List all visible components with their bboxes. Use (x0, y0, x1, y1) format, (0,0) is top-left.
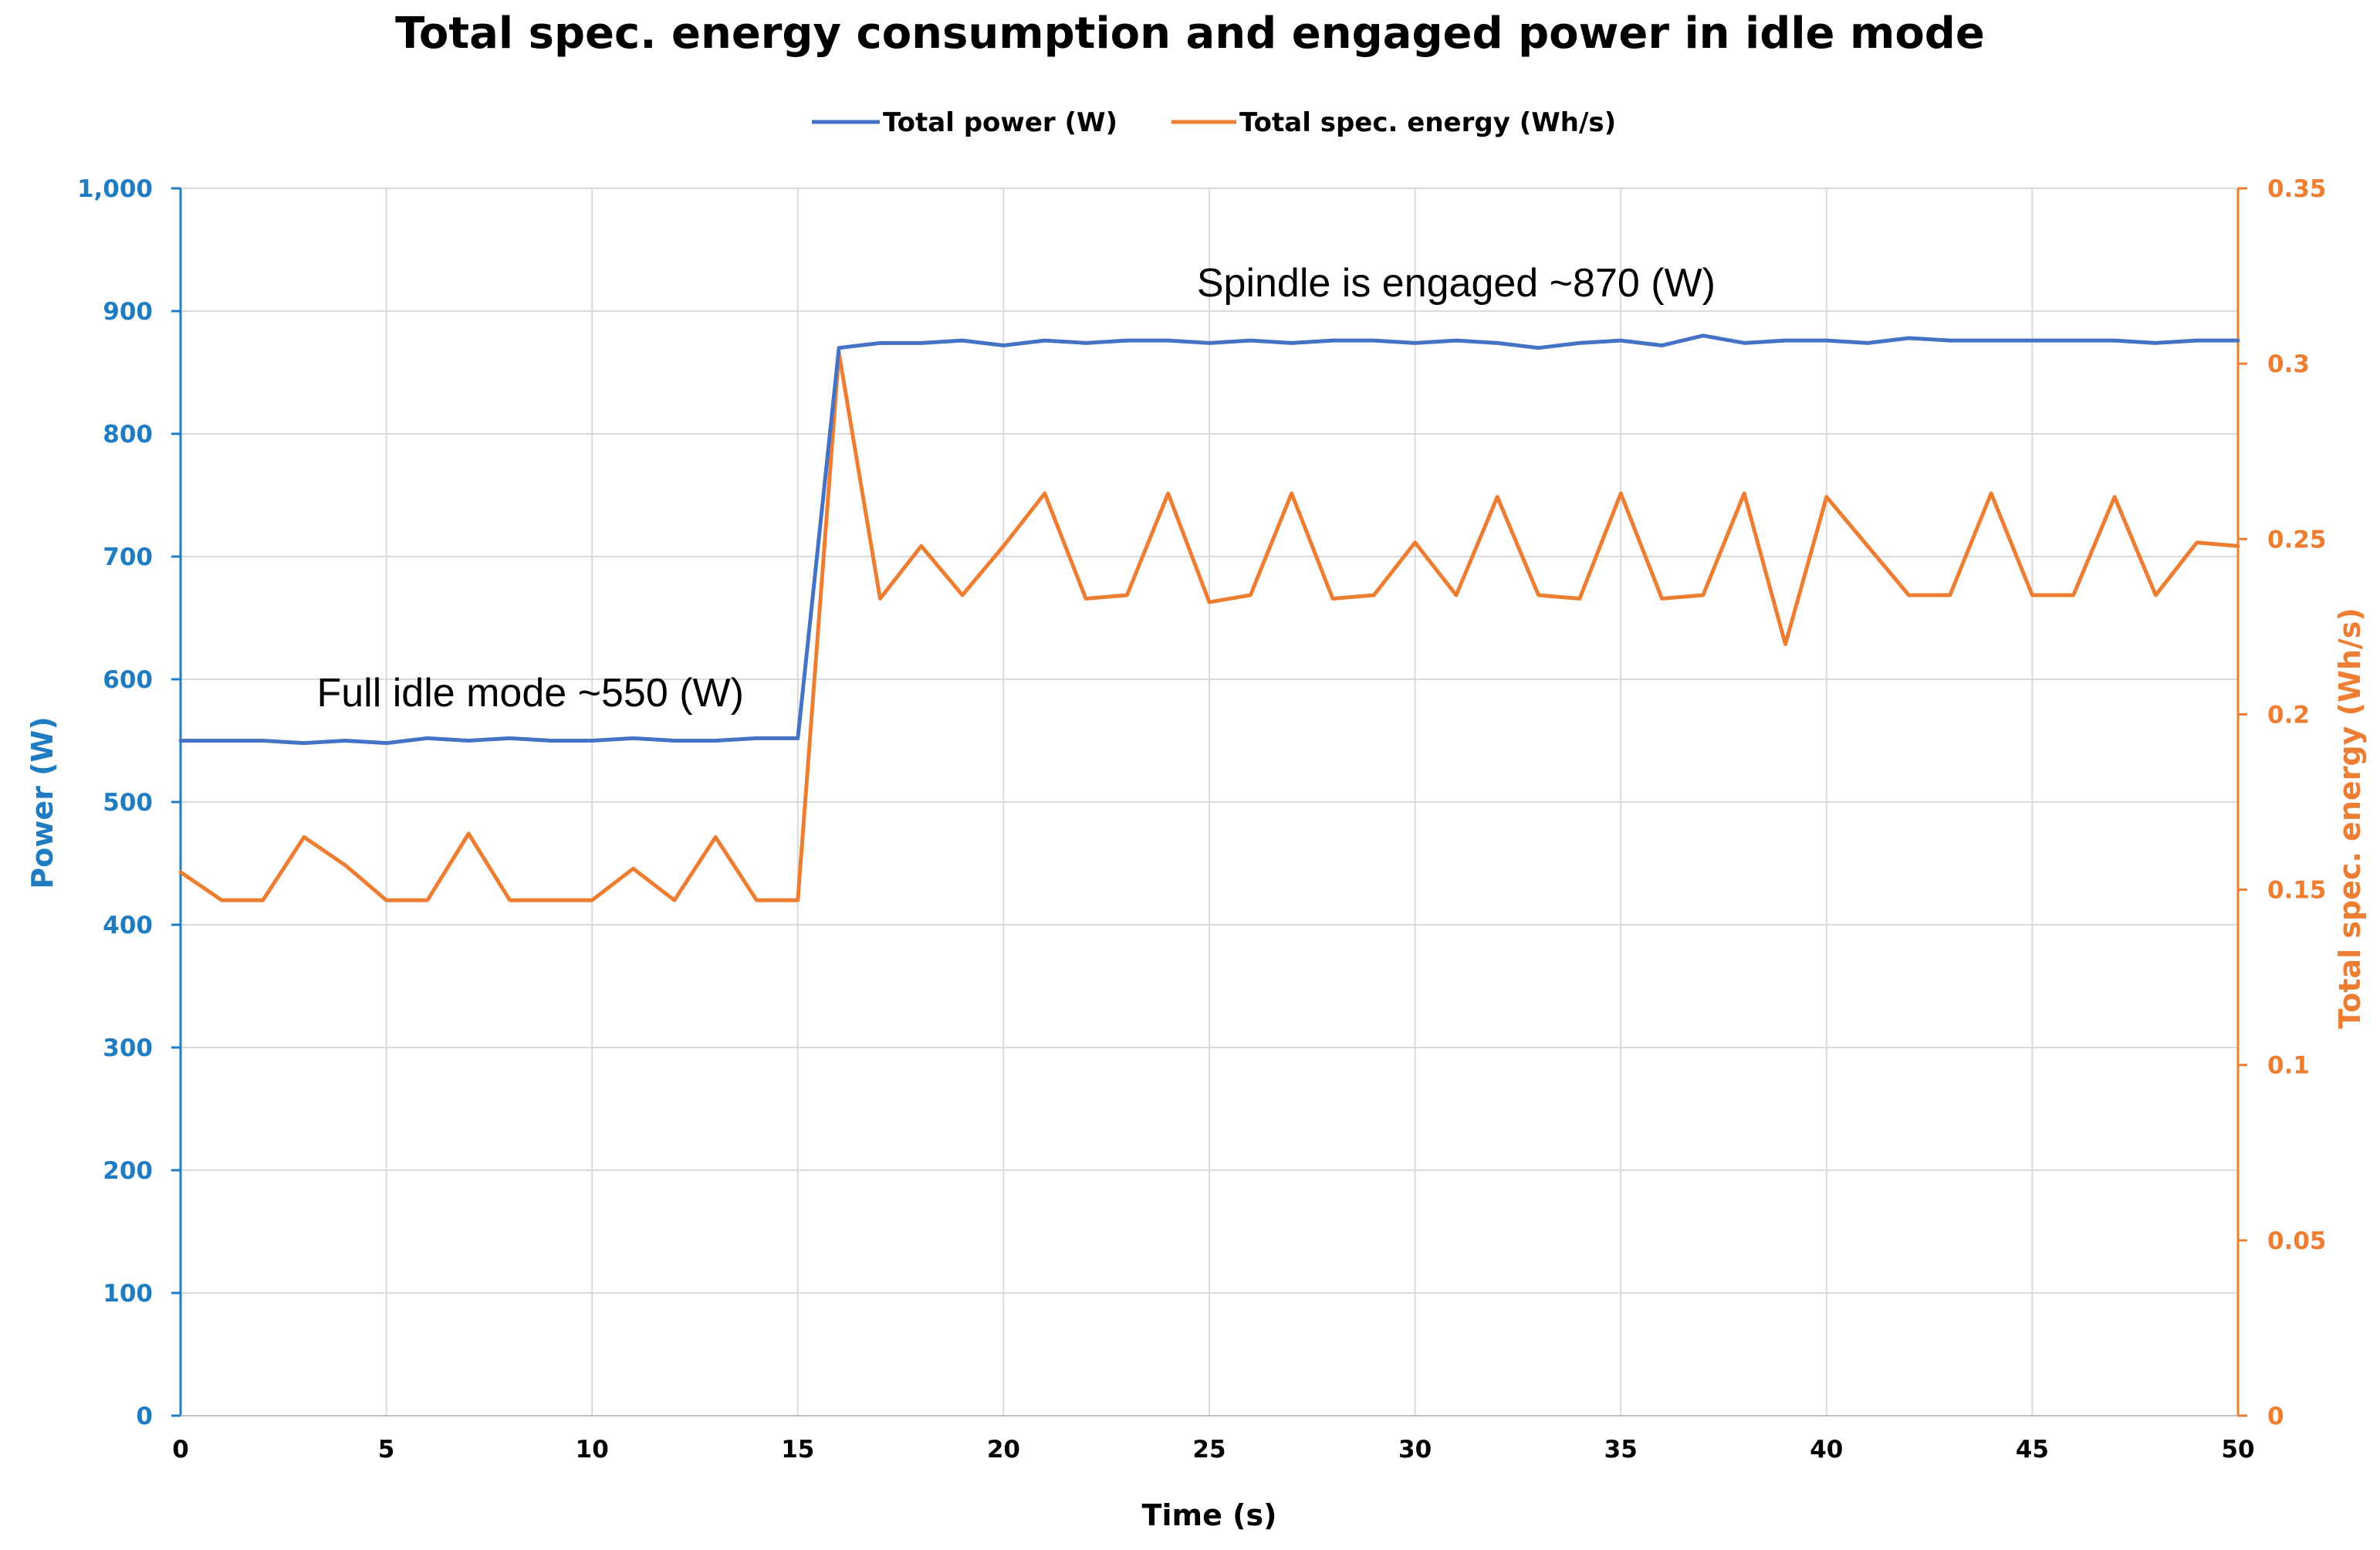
right-tick-label: 0.25 (2267, 526, 2327, 553)
right-tick-label: 0.2 (2267, 701, 2310, 729)
annotation-idle: Full idle mode ~550 (W) (316, 671, 743, 716)
x-tick-label: 35 (1604, 1436, 1638, 1464)
right-tick-label: 0.15 (2267, 877, 2327, 905)
left-tick-label: 600 (103, 666, 153, 694)
grid-horizontal (181, 188, 2238, 1294)
left-tick-label: 1,000 (77, 175, 153, 203)
annotations: Full idle mode ~550 (W) Spindle is engag… (316, 261, 1715, 716)
right-axis-title: Total spec. energy (Wh/s) (2333, 607, 2367, 1029)
series-line-total-spec-energy (178, 351, 2240, 902)
left-axis-ticks: 0 100 200 300 400 500 600 700 800 900 1,000 (77, 175, 181, 1430)
right-axis-ticks: 0 0.05 0.1 0.15 0.2 0.25 0.3 0.35 (2238, 175, 2327, 1430)
left-tick-label: 300 (103, 1034, 153, 1062)
x-tick-label: 15 (781, 1436, 814, 1464)
right-tick-label: 0.3 (2267, 350, 2310, 378)
x-tick-label: 10 (576, 1436, 609, 1464)
right-tick-label: 0 (2267, 1403, 2284, 1430)
left-tick-label: 800 (103, 421, 153, 448)
x-tick-label: 45 (2016, 1436, 2049, 1464)
right-tick-label: 0.35 (2267, 175, 2327, 203)
legend: Total power (W) Total spec. energy (Wh/s… (812, 107, 1616, 138)
series-layer (178, 333, 2240, 902)
legend-label-power: Total power (W) (883, 107, 1117, 138)
left-tick-label: 200 (103, 1157, 153, 1185)
left-tick-label: 900 (103, 298, 153, 326)
x-tick-label: 50 (2221, 1436, 2254, 1464)
chart-title: Total spec. energy consumption and engag… (395, 8, 1985, 59)
right-tick-label: 0.05 (2267, 1227, 2327, 1255)
x-tick-label: 20 (987, 1436, 1020, 1464)
left-tick-label: 0 (136, 1403, 153, 1430)
right-tick-label: 0.1 (2267, 1052, 2310, 1080)
x-tick-label: 5 (378, 1436, 395, 1464)
series-line-total-power (178, 333, 2240, 746)
x-tick-label: 25 (1192, 1436, 1225, 1464)
left-tick-label: 400 (103, 912, 153, 939)
left-tick-label: 500 (103, 789, 153, 817)
left-tick-label: 700 (103, 543, 153, 571)
legend-label-energy: Total spec. energy (Wh/s) (1239, 107, 1616, 138)
left-axis-title: Power (W) (25, 716, 59, 888)
left-tick-label: 100 (103, 1280, 153, 1308)
x-tick-label: 0 (172, 1436, 189, 1464)
x-axis-title: Time (s) (1142, 1498, 1277, 1532)
x-tick-label: 40 (1810, 1436, 1843, 1464)
annotation-engaged: Spindle is engaged ~870 (W) (1197, 261, 1716, 306)
x-axis-ticks: 0 5 10 15 20 25 30 35 40 45 50 (172, 1436, 2254, 1464)
x-tick-label: 30 (1398, 1436, 1432, 1464)
